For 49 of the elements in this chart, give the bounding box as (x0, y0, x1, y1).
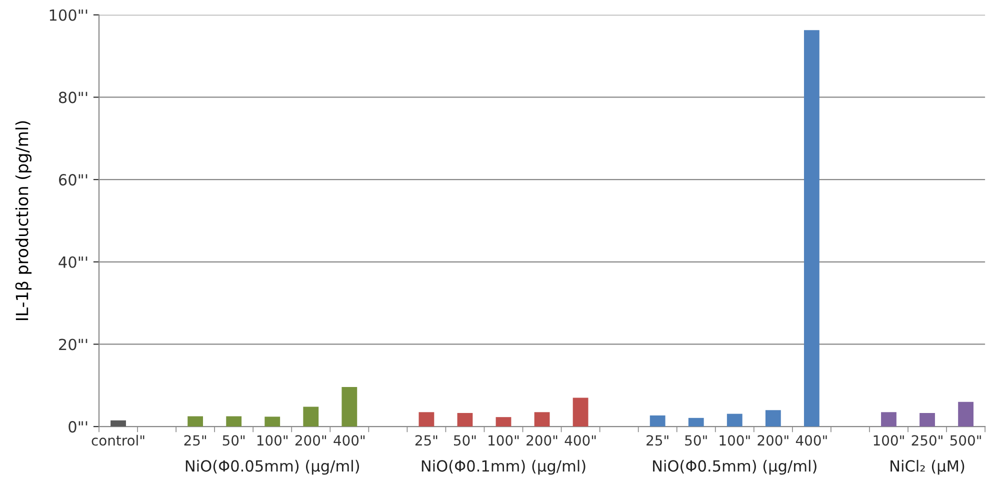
bar (226, 416, 242, 427)
x-tick-label: 400" (334, 435, 365, 446)
x-tick-label: 400" (564, 435, 596, 446)
bar (881, 412, 896, 427)
text: NiCl₂ (μM) (890, 460, 964, 475)
bar (920, 412, 935, 427)
bar (264, 416, 280, 427)
text: NiO(Φ0.05mm) (μg/ml) (186, 460, 359, 475)
x-tick-label: 100" (488, 435, 519, 446)
x-tick-label: 500" (950, 435, 981, 446)
bar (765, 410, 781, 427)
x-tick-label: 25" (415, 435, 438, 446)
x-tick-label: 50" (685, 435, 707, 446)
bar (804, 30, 820, 427)
bar (726, 414, 742, 427)
x-tick-label: 100" (874, 435, 904, 446)
x-tick-label: 200" (526, 435, 558, 446)
bar (650, 415, 666, 427)
bar (303, 406, 319, 427)
bar (110, 420, 126, 427)
y-tick-label: 80"' (58, 92, 88, 104)
text: NiO(Φ0.5mm) (μg/ml) (653, 460, 816, 475)
bar (688, 418, 704, 427)
y-tick-label: 20"' (59, 338, 88, 350)
x-tick-label: control" (92, 434, 144, 446)
bar (534, 412, 550, 427)
x-tick-label: 250" (912, 435, 942, 446)
y-axis-title: IL-1β production (pg/ml) (15, 121, 32, 320)
y-tick-label: 0"' (68, 421, 88, 433)
bar (496, 417, 512, 427)
y-tick-label: 40"' (58, 256, 88, 268)
x-tick-label: 100" (720, 435, 750, 446)
x-tick-label: 25" (646, 435, 668, 446)
bar (457, 412, 473, 427)
x-tick-label: 50" (454, 435, 476, 446)
text: NiO(Φ0.1mm) (μg/ml) (422, 460, 586, 475)
x-tick-label: 200" (758, 435, 788, 446)
x-tick-label: 400" (796, 435, 827, 446)
y-tick-label: 60"' (58, 174, 88, 186)
bar (418, 412, 434, 427)
bar (958, 402, 974, 427)
y-tick-label: 100"' (50, 9, 88, 21)
x-tick-label: 200" (295, 435, 326, 446)
bar (572, 398, 588, 427)
x-tick-label: 50" (222, 435, 245, 446)
bar (188, 416, 204, 427)
bar (342, 387, 358, 427)
x-tick-label: 100" (257, 435, 288, 446)
x-tick-label: 25" (184, 435, 206, 446)
